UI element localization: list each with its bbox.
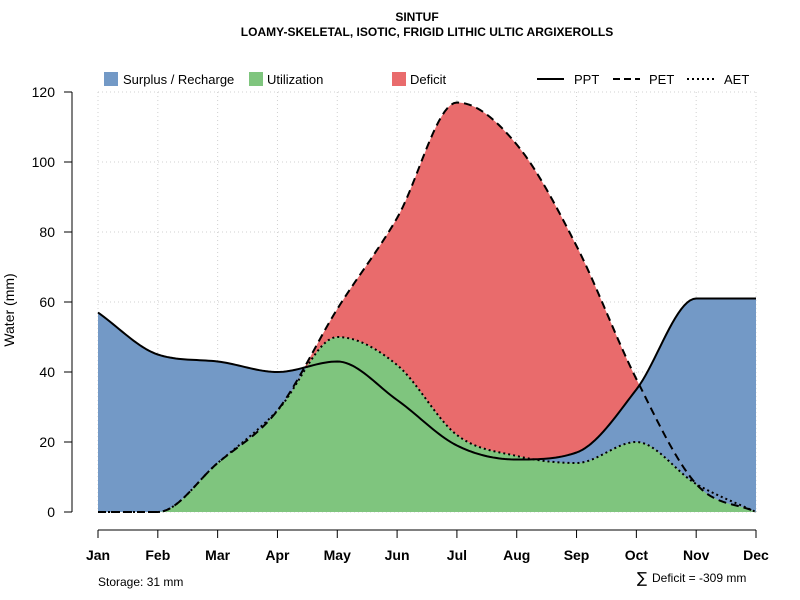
- y-tick-label: 80: [39, 224, 55, 240]
- legend-utilization-label: Utilization: [267, 72, 323, 87]
- area-utilization-base: [98, 361, 756, 512]
- x-tick-label: May: [324, 547, 351, 563]
- x-tick-label: Aug: [503, 547, 530, 563]
- x-tick-label: Sep: [564, 547, 590, 563]
- x-tick-label: Jun: [385, 547, 410, 563]
- chart-subtitle: LOAMY-SKELETAL, ISOTIC, FRIGID LITHIC UL…: [241, 25, 613, 39]
- y-tick-label: 60: [39, 294, 55, 310]
- series-line-pet: [98, 101, 757, 513]
- axes: 0 20 40 60 80 100 120 Jan Feb Mar Apr May Jun Jul Aug S…: [32, 84, 769, 563]
- x-tick-label: Dec: [743, 547, 769, 563]
- legend-ppt-label: PPT: [574, 72, 599, 87]
- area-recharge: [98, 361, 756, 512]
- legend-deficit-label: Deficit: [410, 72, 447, 87]
- y-tick-label: 100: [32, 154, 56, 170]
- legend-pet-label: PET: [649, 72, 674, 87]
- legend-utilization-swatch: [249, 72, 263, 86]
- series-line-ppt: [97, 297, 756, 461]
- legend: Surplus / Recharge Utilization Deficit P…: [104, 72, 749, 87]
- x-tick-label: Jan: [86, 547, 110, 563]
- legend-aet-label: AET: [724, 72, 749, 87]
- area-surplus-recharge: [98, 298, 756, 512]
- x-tick-label: Feb: [145, 547, 170, 563]
- series-lines: [97, 101, 757, 513]
- chart-title: SINTUF: [395, 10, 438, 24]
- storage-note: Storage: 31 mm: [98, 575, 183, 589]
- area-deficit: [98, 102, 756, 512]
- y-tick-label: 0: [47, 504, 55, 520]
- x-tick-label: Mar: [205, 547, 230, 563]
- x-tick-label: Apr: [265, 547, 290, 563]
- areas: [98, 102, 756, 512]
- legend-surplus-swatch: [104, 72, 118, 86]
- legend-deficit-swatch: [392, 72, 406, 86]
- deficit-note: Deficit = -309 mm: [652, 571, 746, 585]
- y-tick-label: 40: [39, 364, 55, 380]
- legend-surplus-label: Surplus / Recharge: [123, 72, 234, 87]
- x-tick-label: Oct: [625, 547, 649, 563]
- x-tick-label: Nov: [683, 547, 710, 563]
- y-tick-label: 120: [32, 84, 56, 100]
- x-tick-label: Jul: [447, 547, 467, 563]
- sum-symbol: ∑: [637, 569, 647, 587]
- y-axis-label: Water (mm): [1, 273, 17, 346]
- y-tick-label: 20: [39, 434, 55, 450]
